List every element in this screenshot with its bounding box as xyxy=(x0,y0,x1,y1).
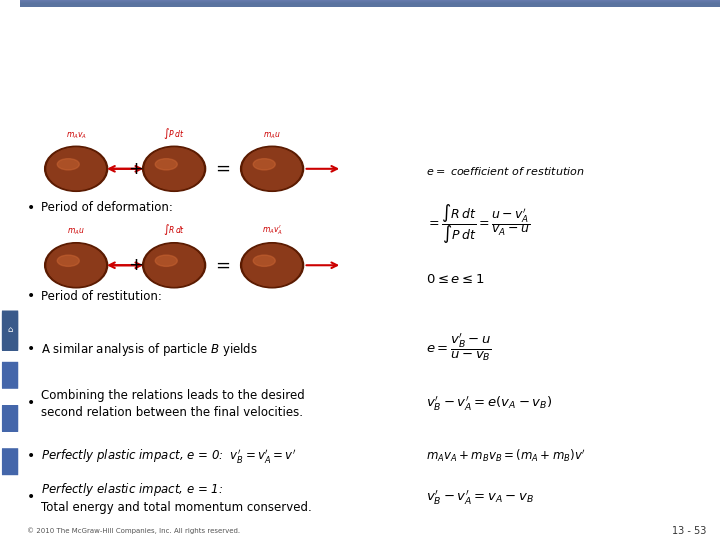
Ellipse shape xyxy=(143,242,206,288)
Text: +: + xyxy=(128,256,143,274)
Bar xyxy=(20,2,720,5)
Text: Period of restitution:: Period of restitution: xyxy=(41,289,169,302)
Bar xyxy=(20,0,720,3)
Text: =: = xyxy=(215,256,230,274)
Ellipse shape xyxy=(156,255,177,266)
Text: $= \dfrac{\int R\,dt}{\int P\,dt} = \dfrac{u - v^{\prime}_A}{v_A - u}$: $= \dfrac{\int R\,dt}{\int P\,dt} = \dfr… xyxy=(426,202,530,246)
Text: $\int R\,dt$: $\int R\,dt$ xyxy=(163,222,185,238)
FancyBboxPatch shape xyxy=(2,448,18,475)
Text: $\int P\,dt$: $\int P\,dt$ xyxy=(163,126,185,141)
Bar xyxy=(20,1,720,4)
Text: $e = $ coefficient of restitution: $e = $ coefficient of restitution xyxy=(426,165,585,177)
Bar xyxy=(20,2,720,6)
Text: © 2010 The McGraw-Hill Companies, Inc. All rights reserved.: © 2010 The McGraw-Hill Companies, Inc. A… xyxy=(27,527,240,534)
Ellipse shape xyxy=(45,146,108,191)
Text: $e = \dfrac{v^{\prime}_B - u}{u - v_B}$: $e = \dfrac{v^{\prime}_B - u}{u - v_B}$ xyxy=(426,332,492,363)
Bar xyxy=(20,1,720,4)
FancyBboxPatch shape xyxy=(2,362,18,389)
Bar xyxy=(20,3,720,6)
Text: Ninth
Edition: Ninth Edition xyxy=(4,16,16,33)
Text: Period of deformation:: Period of deformation: xyxy=(41,201,181,214)
Text: $m_A u$: $m_A u$ xyxy=(264,130,281,141)
Ellipse shape xyxy=(145,148,203,190)
Ellipse shape xyxy=(47,148,105,190)
Text: 13 - 53: 13 - 53 xyxy=(672,525,706,536)
Text: A similar analysis of particle $B$ yields: A similar analysis of particle $B$ yield… xyxy=(41,341,258,358)
Text: Vector Mechanics for Engineers: Dynamics: Vector Mechanics for Engineers: Dynamics xyxy=(31,24,565,44)
Ellipse shape xyxy=(47,245,105,286)
Bar xyxy=(20,3,720,6)
Ellipse shape xyxy=(240,242,304,288)
Text: Mc
Graw
Hill: Mc Graw Hill xyxy=(4,506,16,518)
Text: •: • xyxy=(27,396,35,410)
Ellipse shape xyxy=(145,245,203,286)
Ellipse shape xyxy=(156,159,177,170)
Text: •: • xyxy=(27,449,35,463)
Text: Perfectly elastic impact, $e$ = 1:: Perfectly elastic impact, $e$ = 1: xyxy=(41,481,223,498)
Ellipse shape xyxy=(253,255,275,266)
Text: $m_A v_A$: $m_A v_A$ xyxy=(66,130,86,141)
Text: Total energy and total momentum conserved.: Total energy and total momentum conserve… xyxy=(41,501,312,514)
Ellipse shape xyxy=(253,159,275,170)
Ellipse shape xyxy=(58,159,79,170)
Bar xyxy=(20,3,720,6)
Text: •: • xyxy=(27,490,35,504)
Text: =: = xyxy=(215,160,230,178)
FancyBboxPatch shape xyxy=(2,405,18,432)
Bar xyxy=(20,2,720,5)
Text: $m_A v^{\prime}_A$: $m_A v^{\prime}_A$ xyxy=(261,224,283,238)
Text: Perfectly plastic impact, $e$ = 0:  $v^{\prime}_B = v^{\prime}_A = v^{\prime}$: Perfectly plastic impact, $e$ = 0: $v^{\… xyxy=(41,447,297,465)
Text: •: • xyxy=(27,201,35,215)
Ellipse shape xyxy=(243,148,301,190)
Ellipse shape xyxy=(240,146,304,191)
Text: ⌂: ⌂ xyxy=(7,325,13,334)
Text: $v^{\prime}_B - v^{\prime}_A = v_A - v_B$: $v^{\prime}_B - v^{\prime}_A = v_A - v_B… xyxy=(426,488,534,506)
Text: •: • xyxy=(27,289,35,303)
Text: $v^{\prime}_B - v^{\prime}_A = e\left(v_A - v_B\right)$: $v^{\prime}_B - v^{\prime}_A = e\left(v_… xyxy=(426,394,552,411)
Ellipse shape xyxy=(243,245,301,286)
Ellipse shape xyxy=(45,242,108,288)
Text: $m_A u$: $m_A u$ xyxy=(67,227,85,238)
Bar xyxy=(20,2,720,5)
Text: $0 \leq e \leq 1$: $0 \leq e \leq 1$ xyxy=(426,273,485,286)
Text: •: • xyxy=(27,342,35,356)
Bar xyxy=(20,2,720,5)
FancyBboxPatch shape xyxy=(2,310,18,351)
Text: $m_A v_A + m_B v_B = \left(m_A + m_B\right)v^{\prime}$: $m_A v_A + m_B v_B = \left(m_A + m_B\rig… xyxy=(426,448,586,464)
Text: Direct Central Impact: Direct Central Impact xyxy=(31,85,225,103)
Bar xyxy=(20,1,720,4)
Ellipse shape xyxy=(143,146,206,191)
Bar xyxy=(20,3,720,7)
Text: +: + xyxy=(128,160,143,178)
Bar xyxy=(20,2,720,5)
Bar xyxy=(20,0,720,4)
Bar xyxy=(20,1,720,4)
Text: second relation between the final velocities.: second relation between the final veloci… xyxy=(41,407,303,420)
Bar xyxy=(20,3,720,6)
Ellipse shape xyxy=(58,255,79,266)
Bar xyxy=(20,1,720,5)
Bar xyxy=(20,3,720,6)
Bar xyxy=(20,1,720,4)
Text: Combining the relations leads to the desired: Combining the relations leads to the des… xyxy=(41,389,305,402)
